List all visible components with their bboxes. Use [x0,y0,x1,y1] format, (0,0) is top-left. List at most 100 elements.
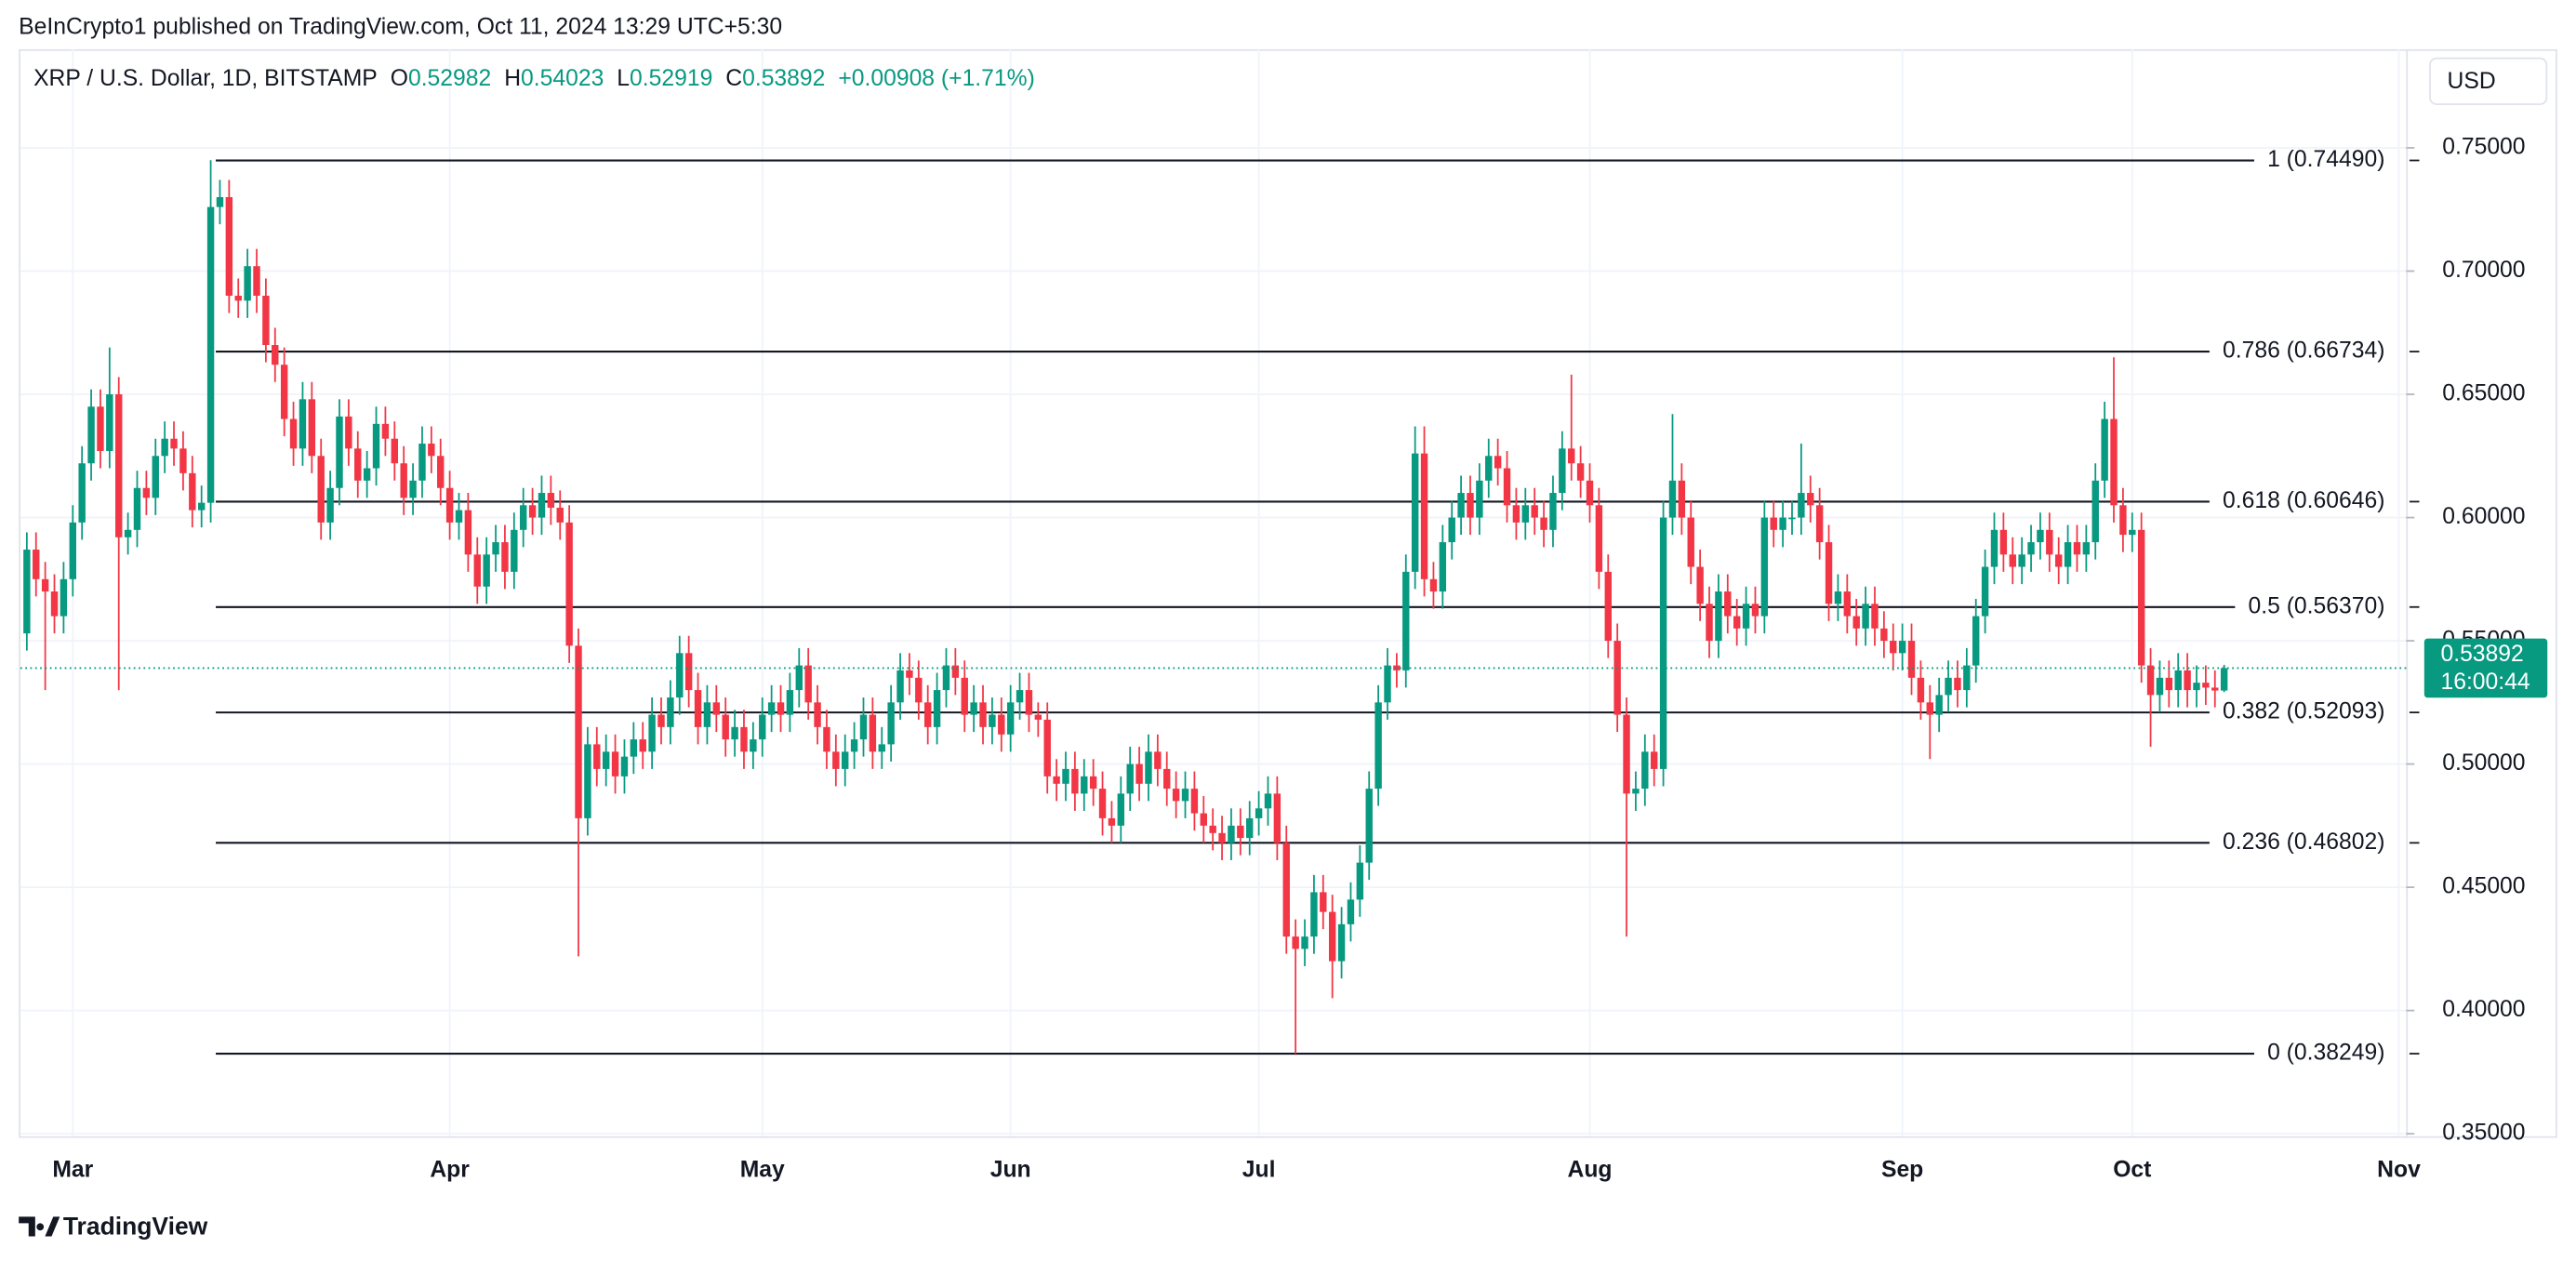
candle-body [216,196,224,207]
candle-body [961,677,968,715]
low-value: 0.52919 [630,65,712,90]
brand-logo [19,1216,60,1237]
candle-body [750,739,757,752]
fib-label: 0.382 (0.52093) [2223,699,2384,724]
candle-body [1706,604,1713,642]
candle-body [1228,825,1235,843]
last-price-label: 0.53892 [2440,642,2523,667]
candle-body [2037,529,2044,543]
candle-body [60,578,68,617]
candle-body [1999,529,2008,555]
candle-body [520,505,527,530]
candle-body [1320,892,1327,912]
axes: 0.350000.400000.450000.500000.550000.600… [20,135,2548,1182]
candle-body [2193,683,2200,691]
candle-body [1200,813,1207,826]
chart-frame [19,48,2557,1138]
candle-body [2064,542,2072,567]
candle-body [814,702,821,727]
candle-body [639,739,646,752]
candle-body [23,550,31,634]
candle-body [455,510,463,523]
candle-body [1604,571,1612,642]
candle-body [1954,677,1961,691]
candle-body [372,423,380,469]
candle-body [2101,418,2108,481]
candle-body [1540,517,1547,530]
x-tick-label: Sep [1881,1157,1923,1182]
candle-body [538,493,546,518]
candle-body [1448,517,1455,543]
x-tick-label: Nov [2377,1157,2421,1182]
candle-body [142,487,151,498]
candle-body [602,751,610,769]
candle-body [657,714,665,727]
candle-body [2202,683,2210,688]
candle-body [317,456,325,523]
candle-body [1788,517,1796,520]
y-tick-label: 0.65000 [2442,381,2525,406]
candle-body [1108,817,1116,826]
close-value: 0.53892 [742,65,825,90]
candle-body [1751,604,1759,617]
logo-mark [19,1216,60,1237]
candle-body [1678,480,1686,518]
currency-button[interactable] [2429,57,2548,105]
candle-body [1264,793,1272,809]
candle-body [906,670,913,678]
candle-body [1476,480,1483,518]
candle-body [630,739,638,757]
candle-body [1310,892,1318,937]
candle-body [1559,448,1566,494]
candle-body [1374,702,1382,790]
candle-body [777,702,785,715]
candle-body [115,394,123,538]
candle-body [381,423,390,439]
candle-body [2027,542,2035,555]
candle-body [1521,505,1530,523]
x-tick-label: Oct [2113,1157,2151,1182]
grid [20,48,2407,1136]
candle-body [1770,517,1777,530]
candle-body [2129,529,2136,536]
candle-body [1963,665,1971,691]
candle-body [280,365,288,419]
candle-body [87,406,95,464]
candle-body [1209,825,1216,833]
candle-body [197,502,206,511]
candle-body [832,751,840,769]
candle-body [1880,628,1888,642]
high-value: 0.54023 [521,65,604,90]
candle-body [915,677,923,703]
candle-body [225,196,233,297]
candle-body [1742,604,1750,629]
candle-body [189,472,196,511]
fib-label: 0.5 (0.56370) [2248,593,2384,618]
candle-body [547,493,555,508]
brand-name: TradingView [63,1213,208,1241]
fib-label: 0 (0.38249) [2267,1041,2384,1066]
candle-body [1145,751,1152,784]
currency-label[interactable]: USD [2448,69,2496,94]
candle-body [823,726,830,752]
x-tick-label: Aug [1567,1157,1612,1182]
candle-body [2018,554,2025,567]
candle-body [951,665,960,678]
candle-body [2184,670,2191,691]
candle-body [1531,505,1538,518]
candle-body [1053,776,1060,784]
candle-body [400,463,407,498]
candle-body [161,438,168,457]
candle-body [1135,763,1143,784]
candle-body [1668,480,1677,518]
candle-body [2211,687,2219,691]
candle-body [1365,789,1373,863]
symbol-legend: XRP / U.S. Dollar, 1D, BITSTAMP O0.52982… [33,65,1035,90]
candle-body [1595,505,1603,572]
candle-body [887,702,895,745]
candle-body [1337,923,1346,962]
candle-body [1990,529,1998,567]
candle-body [722,714,729,740]
candle-body [1016,690,1024,703]
